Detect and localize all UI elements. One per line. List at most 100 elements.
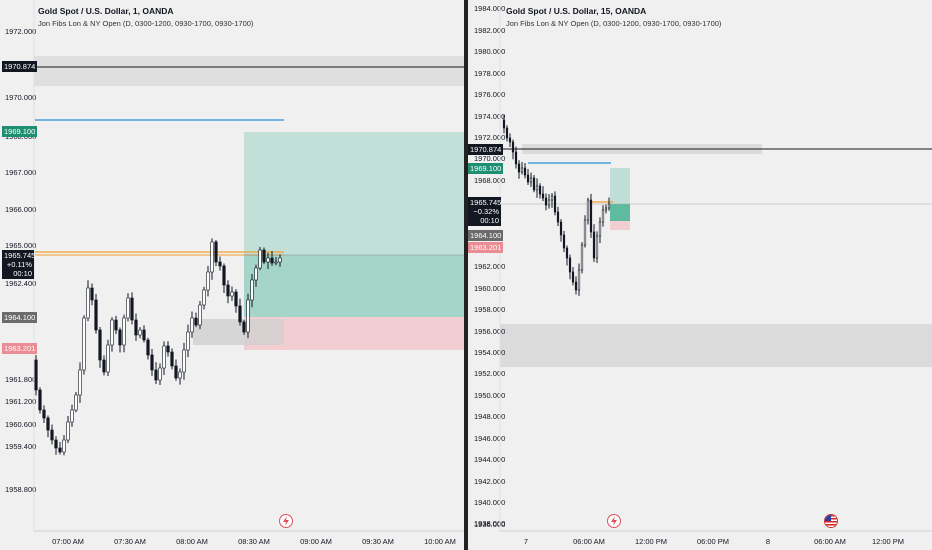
left-time-tick: 09:30 AM [362,537,394,546]
right-time-tick: 12:00 PM [635,537,667,546]
right-price-tick: 1984.000 [474,4,505,13]
left-candle-body [198,304,202,326]
left-candle-body [86,287,90,319]
flag-glyph [825,515,837,527]
left-price-tick: 1961.800 [5,375,36,384]
right-current-price: 1965.745 [470,198,502,207]
left-candle-body [34,359,38,391]
left-candle-body [242,321,246,333]
right-candle-body [562,234,566,249]
left-price-tick: 1966.000 [5,205,36,214]
right-badge-blue-level: 1969.100 [468,163,504,174]
left-candle-body [90,287,94,301]
right-price-tick: 1958.000 [474,305,505,314]
right-candle-body [514,151,518,165]
left-target-zone-lower [244,255,464,317]
right-candle-body [535,185,539,191]
left-price-tick: 1965.000 [5,241,36,250]
right-candle-body [520,167,524,173]
right-candle-body [547,199,551,206]
right-candle-body [550,195,554,201]
left-candle-body [262,249,266,263]
left-candle-body [118,329,122,346]
right-price-tick: 1980.000 [474,47,505,56]
left-chart-canvas[interactable]: 1972.0001970.0001968.0001967.0001966.000… [0,0,464,550]
right-candle-body [526,174,530,183]
left-candle-body [174,365,178,379]
right-price-tick: 1962.000 [474,262,505,271]
right-candle-body [571,271,575,283]
right-badge-level-high: 1970.874 [468,144,504,155]
left-candle-body [74,394,78,411]
left-candle-body [78,369,82,396]
left-candle-body [142,329,146,341]
right-candle-body [580,244,584,271]
left-price-tick: 1958.800 [5,485,36,494]
right-price-tick: 1972.000 [474,133,505,142]
right-price-tick: 1970.000 [474,154,505,163]
left-time-tick: 09:00 AM [300,537,332,546]
right-chart-pane[interactable]: 1984.000 1982.000 1980.000 1978.000 1976.000… [468,0,932,550]
right-candle-body [553,195,557,213]
left-candle-body [134,319,138,336]
right-candle-body [589,199,593,233]
left-candle-body [258,249,262,269]
left-target-zone-upper [244,132,464,255]
left-candle-body [98,329,102,361]
right-candle-body [598,221,602,237]
right-candle-body [595,235,599,259]
left-candle-body [170,351,174,367]
left-current-change: +0.11% [6,260,32,269]
right-price-tick: 1940.000 [474,498,505,507]
left-candle-body [154,369,158,381]
left-chart-pane[interactable]: 1972.0001970.0001968.0001967.0001966.000… [0,0,464,550]
left-candle-body [106,344,110,373]
lightning-icon[interactable] [607,514,621,528]
left-candle-body [66,421,70,441]
left-price-tick: 1959.400 [5,442,36,451]
right-badge-current-price: 1965.745 −0.32% 00:10 [468,197,501,226]
us-flag-icon[interactable] [824,514,838,528]
right-candle-body [574,281,578,291]
right-price-tick: 1952.000 [474,369,505,378]
right-candle-body [601,209,605,223]
right-price-tick: 1954.000 [474,348,505,357]
left-candle-body [146,339,150,356]
right-candle-body [523,167,527,176]
right-price-tick: 1950.000 [474,391,505,400]
right-candle-body [538,185,542,195]
right-time-tick: 8 [766,537,770,546]
left-candle-body [234,291,238,307]
lightning-icon[interactable] [279,514,293,528]
right-candle-body [529,177,533,183]
left-candle-body [266,257,270,263]
left-time-tick: 08:00 AM [176,537,208,546]
left-candle-body [186,331,190,351]
right-candle-body [607,203,611,209]
right-candle-body [604,207,608,211]
left-candle-body [70,409,74,423]
right-stop-zone [610,221,630,230]
left-candle-body [82,317,86,371]
left-badge-grey-level: 1964.100 [2,312,38,323]
left-candle-body [94,299,98,331]
left-candle-body [214,241,218,263]
right-chart-title: Gold Spot / U.S. Dollar, 15, OANDA [506,6,647,16]
right-target-zone-upper [610,168,630,204]
right-price-tick: 1982.000 [474,26,505,35]
left-badge-current-price: 1965.745 +0.11% 00:10 [2,250,35,279]
right-candle-body [583,219,587,246]
left-price-tick: 1960.600 [5,420,36,429]
right-candle-body [532,177,536,191]
right-candle-body [577,269,581,291]
left-candle-body [206,271,210,291]
right-candle-body [556,211,560,223]
pane-divider[interactable] [464,0,468,550]
right-candle-body [517,163,521,173]
left-chart-title: Gold Spot / U.S. Dollar, 1, OANDA [38,6,174,16]
right-candle-body [505,127,509,139]
right-price-tick: 1946.000 [474,434,505,443]
left-candle-body [162,345,166,369]
left-price-tick: 1970.000 [5,93,36,102]
right-chart-canvas[interactable]: 1984.000 1982.000 1980.000 1978.000 1976.000… [468,0,932,550]
